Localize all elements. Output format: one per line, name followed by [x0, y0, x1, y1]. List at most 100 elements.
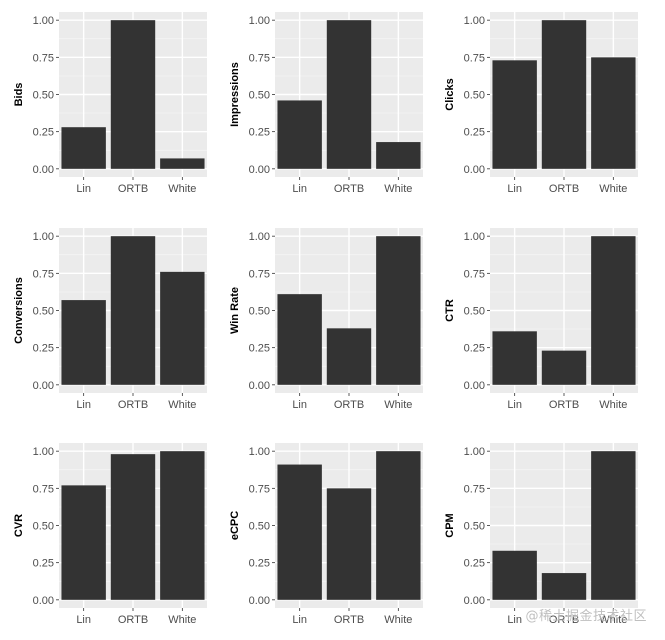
y-tick-label: 0.25	[464, 127, 485, 139]
y-tick-label: 0.00	[33, 164, 54, 176]
bar-white	[591, 236, 636, 385]
x-tick-label: Lin	[76, 614, 91, 626]
x-tick-label: ORTB	[118, 614, 148, 626]
y-tick-label: 0.25	[464, 343, 485, 355]
y-tick-label: 0.00	[464, 595, 485, 607]
y-axis-label: eCPC	[229, 511, 241, 540]
y-axis-label: Bids	[13, 83, 25, 107]
x-tick-label: ORTB	[549, 614, 579, 626]
bar-lin	[492, 60, 537, 169]
x-tick-label: White	[384, 183, 412, 195]
x-tick-label: Lin	[292, 183, 307, 195]
y-axis-label: Clicks	[444, 78, 456, 110]
bar-white	[376, 142, 421, 169]
y-tick-label: 0.25	[33, 127, 54, 139]
y-tick-label: 1.00	[464, 15, 485, 27]
y-tick-label: 0.25	[249, 343, 270, 355]
y-tick-label: 0.50	[33, 521, 54, 533]
y-tick-label: 0.00	[464, 380, 485, 392]
watermark: @稀土掘金技术社区	[525, 609, 647, 624]
y-tick-label: 0.50	[249, 521, 270, 533]
bar-ortb	[326, 488, 372, 600]
x-tick-label: ORTB	[334, 399, 364, 411]
x-tick-label: Lin	[76, 399, 91, 411]
x-tick-label: White	[384, 399, 412, 411]
y-axis-label: Win Rate	[229, 287, 241, 334]
y-axis-label: CVR	[13, 514, 25, 537]
bar-ortb	[541, 350, 587, 385]
y-tick-label: 0.50	[249, 306, 270, 318]
y-axis-label: Impressions	[229, 62, 241, 127]
y-tick-label: 0.75	[464, 52, 485, 64]
bar-lin	[492, 331, 537, 385]
y-tick-label: 0.00	[249, 164, 270, 176]
bar-lin	[277, 294, 322, 385]
y-tick-label: 0.25	[464, 558, 485, 570]
x-tick-label: White	[599, 183, 627, 195]
y-tick-label: 0.75	[33, 483, 54, 495]
bar-lin	[61, 300, 106, 385]
x-tick-label: Lin	[507, 614, 522, 626]
bar-ortb	[110, 20, 156, 169]
y-tick-label: 1.00	[464, 231, 485, 243]
bar-lin	[277, 464, 322, 600]
x-tick-label: White	[384, 614, 412, 626]
bar-ortb	[110, 454, 156, 600]
y-tick-label: 0.00	[249, 595, 270, 607]
x-tick-label: ORTB	[118, 399, 148, 411]
bar-white	[591, 57, 636, 169]
y-tick-label: 1.00	[249, 446, 270, 458]
y-tick-label: 0.50	[464, 306, 485, 318]
x-tick-label: Lin	[507, 183, 522, 195]
x-tick-label: ORTB	[549, 399, 579, 411]
x-tick-label: White	[168, 399, 196, 411]
x-tick-label: ORTB	[334, 183, 364, 195]
y-tick-label: 0.50	[33, 90, 54, 102]
y-tick-label: 0.50	[464, 90, 485, 102]
y-axis-label: Conversions	[13, 277, 25, 344]
x-tick-label: ORTB	[549, 183, 579, 195]
y-tick-label: 1.00	[249, 231, 270, 243]
x-tick-label: White	[168, 183, 196, 195]
bar-lin	[277, 100, 322, 169]
bar-white	[160, 271, 205, 385]
x-tick-label: Lin	[76, 183, 91, 195]
y-tick-label: 0.25	[249, 127, 270, 139]
y-tick-label: 1.00	[33, 15, 54, 27]
x-tick-label: Lin	[507, 399, 522, 411]
y-tick-label: 0.75	[249, 483, 270, 495]
y-tick-label: 0.00	[249, 380, 270, 392]
y-tick-label: 1.00	[249, 15, 270, 27]
y-tick-label: 1.00	[33, 446, 54, 458]
bar-white	[591, 451, 636, 600]
bar-white	[160, 158, 205, 169]
y-tick-label: 0.75	[249, 52, 270, 64]
bar-white	[376, 451, 421, 600]
x-tick-label: White	[599, 399, 627, 411]
x-tick-label: White	[599, 614, 627, 626]
bar-lin	[61, 127, 106, 169]
bar-ortb	[326, 20, 372, 169]
y-tick-label: 0.25	[33, 343, 54, 355]
y-axis-label: CTR	[444, 299, 456, 322]
bar-ortb	[541, 573, 587, 600]
y-tick-label: 0.75	[464, 483, 485, 495]
y-tick-label: 0.00	[33, 380, 54, 392]
y-tick-label: 0.75	[33, 52, 54, 64]
y-tick-label: 0.75	[33, 268, 54, 280]
y-tick-label: 0.25	[33, 558, 54, 570]
y-tick-label: 1.00	[464, 446, 485, 458]
y-tick-label: 0.50	[249, 90, 270, 102]
x-tick-label: ORTB	[118, 183, 148, 195]
bar-ortb	[326, 328, 372, 385]
y-tick-label: 0.75	[249, 268, 270, 280]
y-axis-label: CPM	[444, 513, 456, 537]
